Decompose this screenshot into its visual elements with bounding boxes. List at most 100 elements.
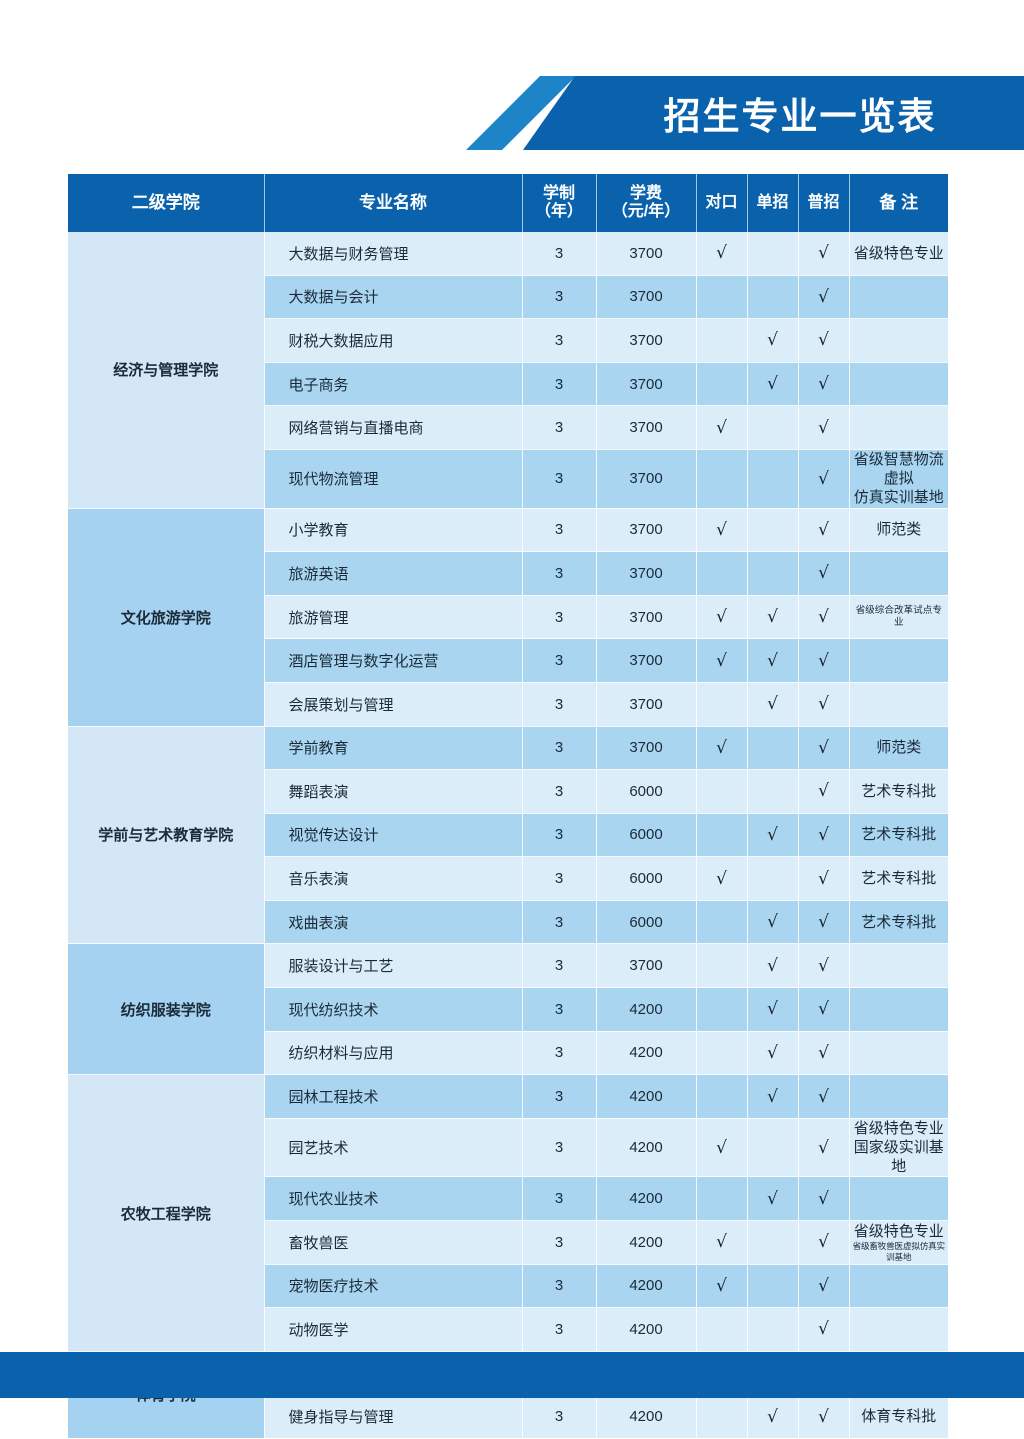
- major-name-cell: 动物医学: [264, 1307, 523, 1352]
- table-row: 现代农业技术 3 4200 √ √: [68, 1176, 948, 1221]
- puzhao-check-cell: √: [798, 1074, 850, 1119]
- danzhao-check-cell: [747, 856, 799, 901]
- fee-cell: 3700: [596, 232, 697, 276]
- table-row: 学前与艺术教育学院 学前教育 3 3700 √ √ 师范类: [68, 726, 948, 945]
- remark-cell: [849, 682, 948, 727]
- check-icon: √: [767, 955, 778, 976]
- remark-line: 省级综合改革试点专业: [855, 604, 942, 629]
- check-icon: √: [716, 1275, 727, 1296]
- fee-cell: 4200: [596, 1220, 697, 1265]
- fee-cell: 3700: [596, 405, 697, 450]
- remark-cell: [849, 1264, 948, 1309]
- table-row: 纺织服装学院 服装设计与工艺 3 3700 √ √: [68, 943, 948, 1076]
- check-icon: √: [716, 1232, 727, 1253]
- puzhao-check-cell: √: [798, 1176, 850, 1221]
- check-icon: √: [716, 737, 727, 758]
- table-row: 大数据与会计 3 3700 √: [68, 275, 948, 320]
- danzhao-check-cell: [747, 275, 799, 320]
- fee-cell: 3700: [596, 551, 697, 596]
- fee-cell: 3700: [596, 638, 697, 683]
- remark-line: 师范类: [876, 739, 922, 757]
- fee-cell: 4200: [596, 1118, 697, 1178]
- years-cell: 3: [522, 638, 597, 683]
- major-name-cell: 舞蹈表演: [264, 769, 523, 814]
- danzhao-check-cell: √: [747, 1176, 799, 1221]
- puzhao-check-cell: √: [798, 726, 850, 771]
- table-row: 文化旅游学院 小学教育 3 3700 √ √ 师范类: [68, 508, 948, 727]
- check-icon: √: [767, 1188, 778, 1209]
- years-cell: 3: [522, 987, 597, 1032]
- years-cell: 3: [522, 508, 597, 553]
- check-icon: √: [818, 650, 829, 671]
- check-icon: √: [818, 417, 829, 438]
- check-icon: √: [818, 694, 829, 715]
- check-icon: √: [716, 650, 727, 671]
- years-cell: 3: [522, 595, 597, 640]
- years-cell: 3: [522, 405, 597, 450]
- fee-cell: 4200: [596, 1264, 697, 1309]
- remark-cell: [849, 1307, 948, 1352]
- puzhao-check-cell: √: [798, 856, 850, 901]
- check-icon: √: [818, 737, 829, 758]
- years-cell: 3: [522, 813, 597, 858]
- college-name-cell: 学前与艺术教育学院: [68, 726, 265, 945]
- years-cell: 3: [522, 726, 597, 771]
- check-icon: √: [767, 1086, 778, 1107]
- check-icon: √: [818, 374, 829, 395]
- check-icon: √: [716, 243, 727, 264]
- column-header-years: 学制 （年）: [522, 174, 597, 232]
- years-cell: 3: [522, 769, 597, 814]
- check-icon: √: [818, 912, 829, 933]
- danzhao-check-cell: [747, 1118, 799, 1178]
- danzhao-check-cell: √: [747, 943, 799, 989]
- major-name-cell: 园林工程技术: [264, 1074, 523, 1119]
- fee-cell: 3700: [596, 275, 697, 320]
- column-header-major: 专业名称: [264, 174, 523, 232]
- check-icon: √: [818, 1188, 829, 1209]
- table-row: 网络营销与直播电商 3 3700 √ √: [68, 405, 948, 450]
- page-title: 招生专业一览表: [663, 96, 937, 137]
- major-name-cell: 酒店管理与数字化运营: [264, 638, 523, 683]
- table-row: 动物医学 3 4200 √: [68, 1307, 948, 1352]
- remark-cell: [849, 405, 948, 450]
- puzhao-check-cell: √: [798, 638, 850, 683]
- table-row: 宠物医疗技术 3 4200 √ √: [68, 1264, 948, 1309]
- check-icon: √: [716, 868, 727, 889]
- remark-line: 师范类: [876, 521, 922, 539]
- check-icon: √: [818, 824, 829, 845]
- remark-line: 省级特色专业: [853, 244, 944, 262]
- check-icon: √: [818, 1137, 829, 1158]
- remark-cell: 体育专科批: [849, 1394, 948, 1439]
- major-name-cell: 会展策划与管理: [264, 682, 523, 727]
- duikou-check-cell: [696, 1031, 748, 1076]
- duikou-check-cell: √: [696, 856, 748, 901]
- column-header-danzhao: 单招: [747, 174, 799, 232]
- check-icon: √: [818, 243, 829, 264]
- puzhao-check-cell: √: [798, 769, 850, 814]
- remark-cell: [849, 943, 948, 989]
- major-name-cell: 大数据与会计: [264, 275, 523, 320]
- years-cell: 3: [522, 1074, 597, 1119]
- years-cell: 3: [522, 449, 597, 509]
- puzhao-check-cell: √: [798, 943, 850, 989]
- college-name-cell: 文化旅游学院: [68, 508, 265, 727]
- danzhao-check-cell: [747, 769, 799, 814]
- duikou-check-cell: [696, 943, 748, 989]
- danzhao-check-cell: [747, 551, 799, 596]
- danzhao-check-cell: [747, 449, 799, 509]
- check-icon: √: [818, 1319, 829, 1340]
- fee-cell: 4200: [596, 1307, 697, 1352]
- years-cell: 3: [522, 1264, 597, 1309]
- remark-cell: [849, 638, 948, 683]
- danzhao-check-cell: √: [747, 1031, 799, 1076]
- title-banner: [0, 76, 1024, 150]
- check-icon: √: [818, 1406, 829, 1427]
- major-name-cell: 纺织材料与应用: [264, 1031, 523, 1076]
- danzhao-check-cell: √: [747, 638, 799, 683]
- danzhao-check-cell: √: [747, 1074, 799, 1119]
- remark-line: 省级智慧物流虚拟: [853, 450, 944, 488]
- duikou-check-cell: [696, 362, 748, 407]
- duikou-check-cell: [696, 900, 748, 945]
- remark-line: 艺术专科批: [861, 869, 937, 887]
- duikou-check-cell: √: [696, 595, 748, 640]
